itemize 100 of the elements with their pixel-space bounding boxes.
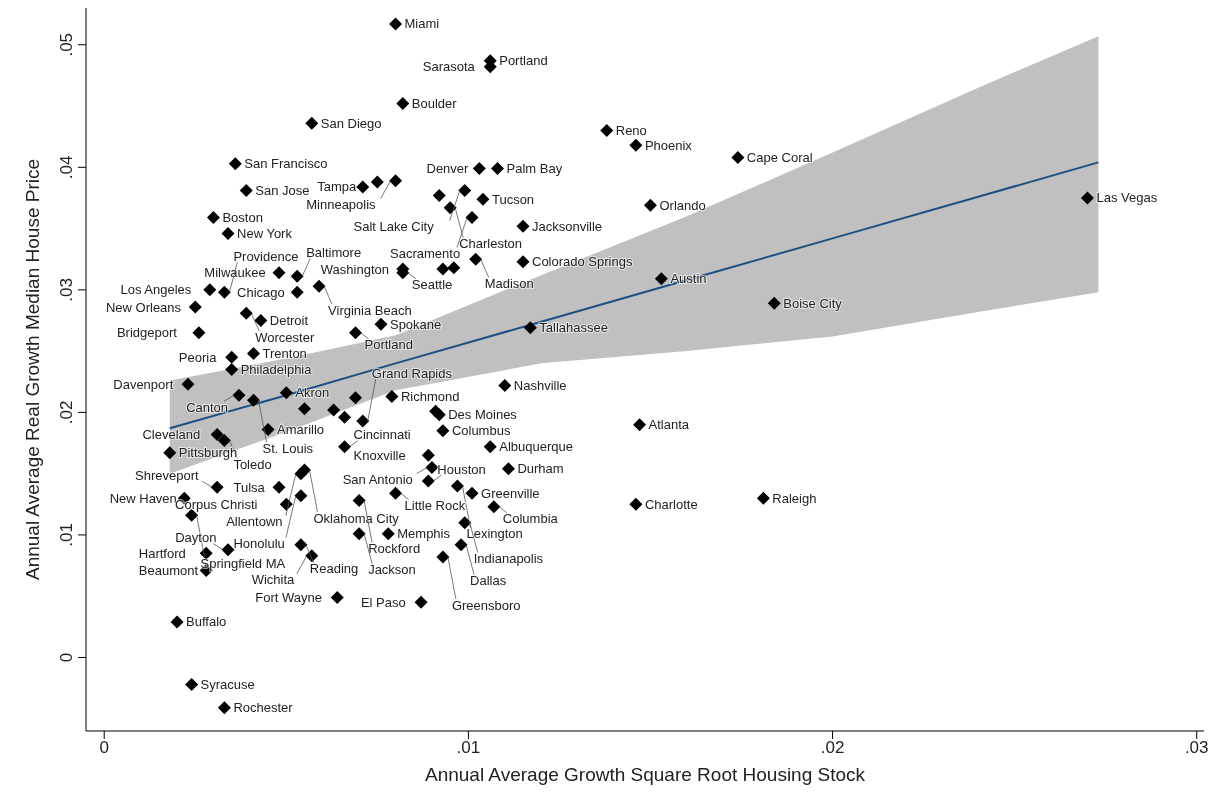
annotation: San Francisco	[244, 156, 328, 172]
annotation: Tulsa	[233, 479, 266, 495]
annotation: Richmond	[400, 389, 460, 405]
y-tick-label: .04	[57, 155, 76, 180]
annotation: Knoxville	[353, 447, 406, 463]
annotation: Milwaukee	[204, 265, 266, 281]
annotation: Shreveport	[135, 467, 200, 483]
annotation: Buffalo	[186, 614, 227, 630]
annotation: Allentown	[226, 514, 283, 530]
annotation: Rockford	[368, 541, 421, 557]
annotation: Dayton	[175, 530, 217, 546]
annotation: Oklahoma City	[313, 510, 400, 526]
annotation: Detroit	[269, 313, 309, 329]
annotation: El Paso	[360, 594, 406, 610]
annotation: Sarasota	[422, 59, 476, 75]
annotation: Tallahassee	[539, 320, 608, 336]
x-tick-label: .03	[1184, 738, 1209, 758]
annotation: Madison	[484, 275, 534, 291]
annotation: Jackson	[368, 562, 416, 578]
annotation: Portland	[364, 337, 413, 353]
annotation: San Jose	[255, 183, 310, 199]
annotation: Boise City	[783, 295, 843, 311]
annotation: Trenton	[262, 346, 307, 362]
annotation: Portland	[499, 53, 548, 69]
annotation: Minneapolis	[306, 197, 377, 213]
y-tick-label: .01	[57, 523, 76, 547]
annotation: Columbia	[502, 511, 559, 527]
annotation: Spokane	[389, 316, 442, 332]
annotation: Jacksonville	[532, 218, 603, 234]
annotation: Hartford	[138, 545, 186, 561]
annotation: San Antonio	[342, 472, 413, 488]
annotation: Orlando	[659, 197, 706, 213]
annotation: Peoria	[178, 349, 218, 365]
x-tick-label: 0	[99, 738, 109, 758]
annotation: Salt Lake City	[353, 219, 435, 235]
annotation: Corpus Christi	[175, 496, 258, 512]
y-tick-label: 0	[57, 652, 76, 663]
annotation: Cleveland	[142, 427, 201, 442]
annotation: Beaumont	[138, 563, 199, 579]
annotation: Little Rock	[404, 497, 466, 513]
annotation: Davenport	[113, 376, 174, 392]
annotation: Atlanta	[648, 417, 690, 433]
annotation: Greensboro	[451, 597, 521, 613]
annotation: Lexington	[466, 526, 523, 542]
annotation: Palm Bay	[506, 161, 563, 177]
y-axis-title: Annual Average Real Growth Median House Price	[21, 158, 43, 581]
annotation: Des Moines	[448, 407, 518, 423]
annotation: Memphis	[397, 526, 451, 542]
annotation: Denver	[426, 161, 470, 177]
annotation: Reno	[615, 123, 647, 139]
annotation: Boulder	[411, 96, 458, 112]
annotation: Providence	[233, 248, 299, 264]
x-tick-label: .02	[820, 738, 845, 758]
annotation: Indianapolis	[473, 551, 544, 567]
annotation: Phoenix	[644, 137, 693, 153]
annotation: Seattle	[411, 277, 453, 293]
annotation: San Diego	[320, 115, 382, 131]
annotation: Amarillo	[277, 422, 325, 438]
annotation: Tucson	[491, 191, 535, 207]
annotation: Durham	[517, 461, 564, 477]
annotation: Baltimore	[306, 244, 362, 260]
annotation: Honolulu	[233, 536, 285, 552]
annotation: Chicago	[237, 284, 285, 300]
annotation: Miami	[404, 16, 440, 32]
annotation: Boston	[222, 210, 263, 226]
annotation: Greenville	[481, 485, 540, 501]
annotation: New Orleans	[105, 299, 182, 315]
annotation: Sacramento	[390, 246, 461, 262]
annotation: Columbus	[451, 423, 511, 439]
annotation: Reading	[309, 561, 359, 577]
annotation: Houston	[437, 461, 486, 477]
annotation: St. Louis	[262, 440, 314, 456]
annotation: Albuquerque	[499, 439, 573, 455]
annotation: Bridgeport	[116, 325, 178, 341]
annotation: Grand Rapids	[371, 365, 453, 381]
y-tick-label: .02	[57, 400, 76, 425]
annotation: Philadelphia	[240, 362, 313, 378]
x-axis-title: Annual Average Growth Square Root Housing Stock	[424, 764, 866, 785]
annotation: Syracuse	[200, 676, 255, 692]
y-tick-label: .03	[57, 278, 76, 302]
annotation: Las Vegas	[1096, 190, 1158, 206]
annotation: Rochester	[233, 700, 294, 716]
annotation: Dallas	[470, 573, 507, 589]
annotation: Raleigh	[772, 490, 817, 506]
annotation: Washington	[320, 261, 389, 277]
annotation: Cincinnati	[353, 427, 411, 443]
annotation: Tampa	[317, 179, 358, 195]
annotation: New York	[237, 226, 293, 242]
annotation: Springfield MA	[200, 555, 286, 571]
annotation: Nashville	[513, 377, 567, 393]
x-tick-label: .01	[456, 738, 481, 758]
annotation: Virginia Beach	[328, 302, 412, 318]
annotation: Fort Wayne	[255, 589, 322, 605]
annotation: Charleston	[459, 236, 523, 252]
y-tick-label: .05	[57, 32, 76, 57]
annotation: Cape Coral	[746, 150, 813, 166]
annotation: Los Angeles	[120, 282, 192, 298]
annotation: Akron	[295, 385, 330, 401]
annotation: Wichita	[251, 572, 296, 588]
annotation: Charlotte	[644, 496, 698, 512]
